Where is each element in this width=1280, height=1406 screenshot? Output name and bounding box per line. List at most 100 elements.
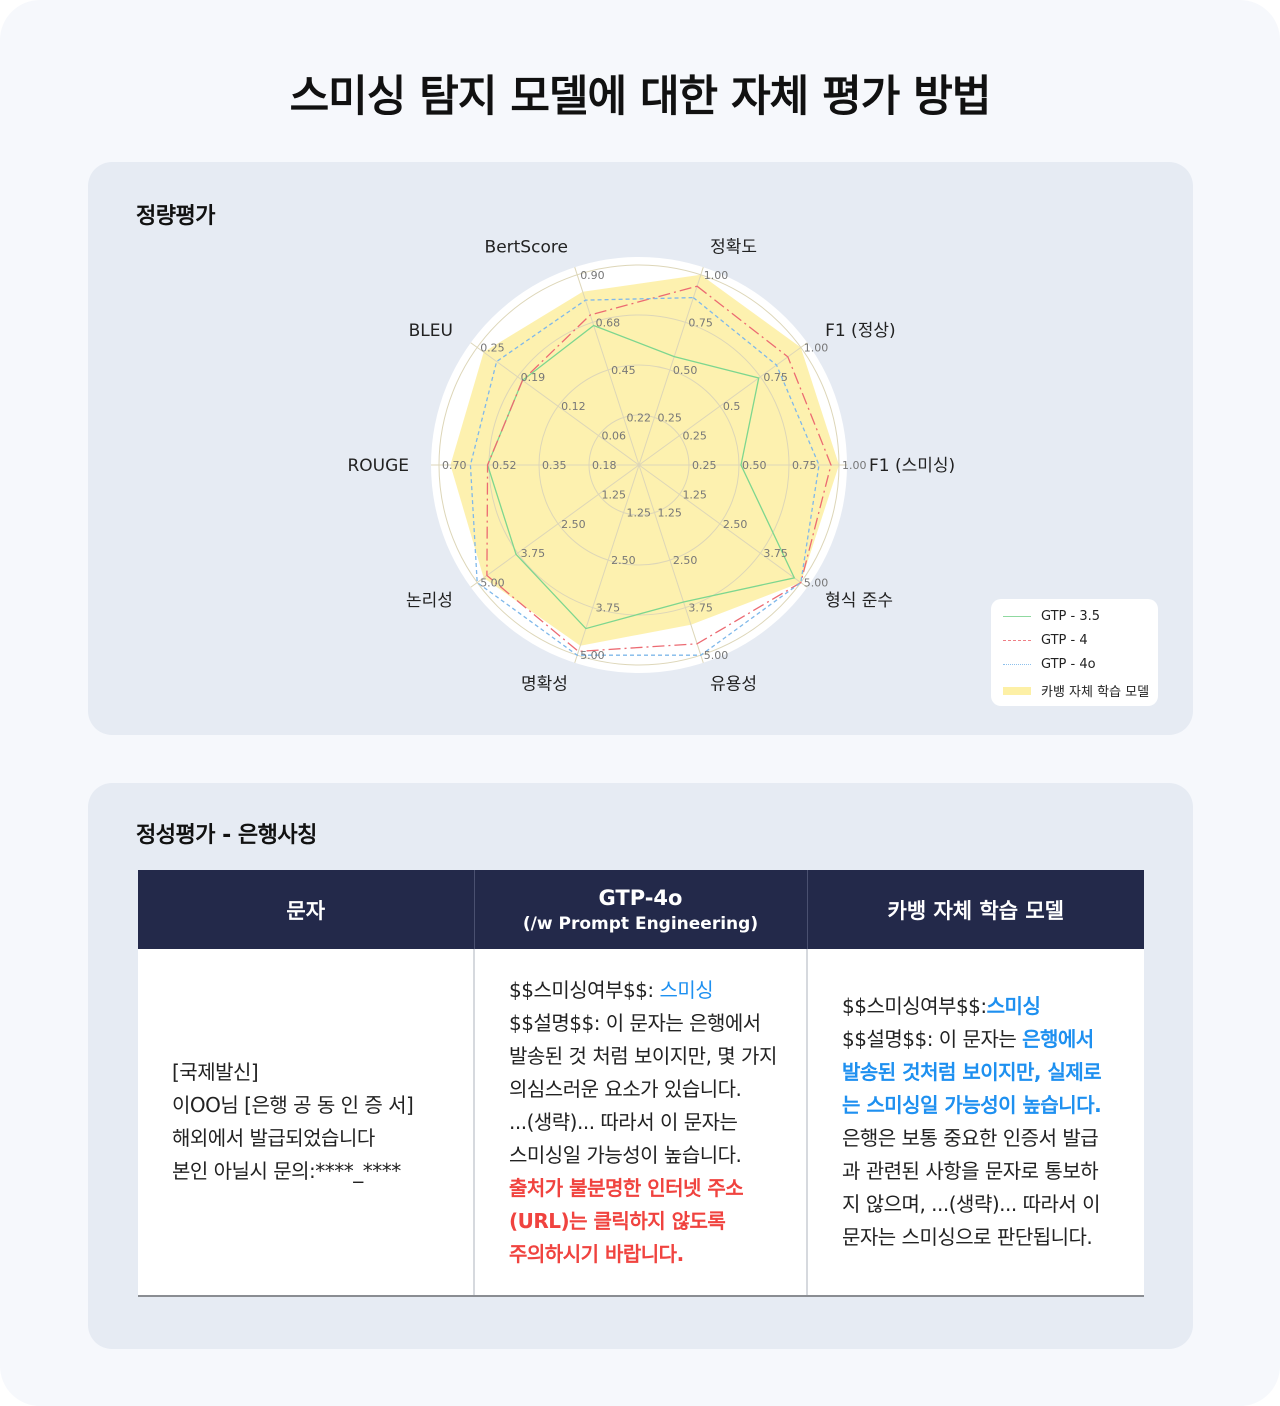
cell-line: ...(생략)... 따라서 이 문자는 — [509, 1106, 806, 1139]
tick-label: 2.50 — [673, 554, 698, 567]
axis-label: 정확도 — [710, 237, 757, 257]
text-segment: $$설명$$: 이 문자는 — [842, 1027, 1023, 1051]
legend-label: GTP - 4o — [1041, 657, 1096, 672]
tick-label: 0.75 — [763, 371, 788, 384]
header-label: 카뱅 자체 학습 모델 — [887, 898, 1065, 923]
cell-gpt4o: $$스미싱여부$$: 스미싱 $$설명$$: 이 문자는 은행에서 발송된 것 처럼… — [474, 949, 808, 1297]
tick-label: 0.18 — [592, 459, 617, 472]
axis-label: 유용성 — [710, 675, 757, 695]
tick-label: 0.52 — [492, 459, 517, 472]
tick-label: 5.00 — [580, 649, 605, 662]
tick-label: 0.22 — [627, 411, 652, 424]
tick-label: 2.50 — [611, 554, 636, 567]
text-segment: 과 관련된 사항을 문자로 통보하 — [842, 1159, 1099, 1183]
cell-line: 주의하시기 바랍니다. — [509, 1238, 806, 1271]
text-segment: 은행은 보통 중요한 인증서 발급 — [842, 1126, 1099, 1150]
cell-line: $$스미싱여부$$:스미싱 — [842, 990, 1144, 1023]
cell-line: 본인 아닐시 문의:****_**** — [172, 1155, 473, 1188]
tick-label: 0.35 — [542, 459, 567, 472]
highlighted-text: 스미싱 — [659, 977, 714, 1002]
legend-item-kakaobank: 카뱅 자체 학습 모델 — [1003, 681, 1149, 700]
header-label: 문자 — [286, 898, 326, 923]
tick-label: 2.50 — [723, 518, 748, 531]
legend-label: GTP - 4 — [1041, 633, 1088, 648]
highlighted-text: 발송된 것처럼 보이지만, 실제로 — [842, 1060, 1102, 1084]
tick-label: 1.25 — [657, 507, 682, 520]
tick-label: 1.25 — [627, 507, 652, 520]
tick-label: 3.75 — [521, 547, 546, 560]
tick-label: 1.00 — [842, 459, 867, 472]
comparison-table: 문자 GTP-4o (/w Prompt Engineering) 카뱅 자체 학… — [138, 870, 1144, 1297]
tick-label: 0.68 — [596, 316, 621, 329]
text-segment: 의심스러운 요소가 있습니다. — [509, 1076, 742, 1101]
highlighted-text: 주의하시기 바랍니다. — [509, 1241, 684, 1266]
tick-label: 1.25 — [682, 488, 707, 501]
series-gpt4-line — [486, 285, 832, 653]
axis-label: F1 (정상) — [825, 321, 896, 341]
tick-label: 0.75 — [792, 459, 817, 472]
axis-label: BertScore — [485, 237, 568, 257]
highlighted-text: 스미싱 — [986, 994, 1041, 1018]
tick-label: 0.19 — [521, 371, 546, 384]
axis-line — [638, 464, 808, 588]
legend-swatch — [1003, 664, 1031, 665]
tick-label: 0.70 — [442, 459, 467, 472]
tick-label: 1.25 — [602, 488, 627, 501]
axis-line — [574, 464, 640, 663]
axis-label: 논리성 — [406, 591, 453, 611]
axis-label: BLEU — [409, 321, 453, 341]
axis-line — [638, 267, 704, 466]
qualitative-panel: 정성평가 - 은행사칭 문자 GTP-4o (/w Prompt Engineer… — [88, 783, 1193, 1349]
axis-line — [470, 342, 640, 466]
legend-item-gtp4: GTP - 4 — [1003, 633, 1088, 648]
axis-line — [638, 342, 808, 466]
text-segment: 해외에서 발급되었습니다 — [172, 1126, 375, 1150]
header-label: GTP-4o — [598, 885, 683, 910]
quantitative-panel: 정량평가 0.25 0.50 0.75 1.00 정확도 0.25 0.5 0.75 1.00 F… — [88, 162, 1193, 735]
header-gpt4o: GTP-4o (/w Prompt Engineering) — [474, 870, 808, 949]
tick-label: 0.12 — [561, 400, 586, 413]
cell-line: 과 관련된 사항을 문자로 통보하 — [842, 1155, 1144, 1188]
cell-line: 이OO님 [은행 공 동 인 증 서] — [172, 1089, 473, 1122]
tick-label: 1.00 — [804, 341, 829, 354]
legend-swatch — [1003, 640, 1031, 641]
cell-line: (URL)는 클릭하지 않도록 — [509, 1205, 806, 1238]
cell-line: 스미싱일 가능성이 높습니다. — [509, 1139, 806, 1172]
axis-label: 형식 준수 — [825, 591, 893, 611]
axis-line — [470, 464, 640, 588]
axis-line — [638, 464, 704, 663]
cell-line: 문자는 스미싱으로 판단됩니다. — [842, 1221, 1144, 1254]
axis-label: F1 (스미싱) — [869, 456, 955, 476]
legend-swatch — [1003, 686, 1031, 695]
tick-label: 5.00 — [480, 577, 505, 590]
series-gpt35-line — [486, 324, 796, 630]
highlighted-text: 은행에서 — [1022, 1027, 1094, 1051]
header-sublabel: (/w Prompt Engineering) — [522, 913, 759, 934]
tick-label: 0.90 — [580, 269, 605, 282]
text-segment: 이OO님 [은행 공 동 인 증 서] — [172, 1093, 414, 1117]
tick-label: 1.00 — [704, 269, 729, 282]
text-segment: $$설명$$: 이 문자는 은행에서 — [509, 1010, 761, 1035]
cell-line: 는 스미싱일 가능성이 높습니다. — [842, 1089, 1144, 1122]
quantitative-title: 정량평가 — [136, 204, 215, 229]
legend-swatch — [1003, 616, 1031, 617]
tick-label: 0.5 — [723, 400, 741, 413]
highlighted-text: (URL)는 클릭하지 않도록 — [509, 1208, 726, 1233]
tick-label: 3.75 — [688, 602, 713, 615]
legend-label: GTP - 3.5 — [1041, 609, 1101, 624]
qualitative-title: 정성평가 - 은행사칭 — [136, 823, 317, 848]
text-segment: $$스미싱여부$$: — [842, 994, 987, 1018]
tick-label: 5.00 — [804, 577, 829, 590]
chart-legend: GTP - 3.5 GTP - 4 GTP - 4o 카뱅 자체 학습 모델 — [991, 599, 1158, 706]
text-segment: [국제발신] — [172, 1060, 259, 1084]
text-segment: 본인 아닐시 문의:****_**** — [172, 1159, 401, 1183]
tick-label: 0.50 — [742, 459, 767, 472]
tick-label: 0.25 — [682, 430, 707, 443]
legend-item-gtp4o: GTP - 4o — [1003, 657, 1096, 672]
text-segment: 스미싱일 가능성이 높습니다. — [509, 1142, 742, 1167]
axis-label: ROUGE — [347, 456, 409, 476]
